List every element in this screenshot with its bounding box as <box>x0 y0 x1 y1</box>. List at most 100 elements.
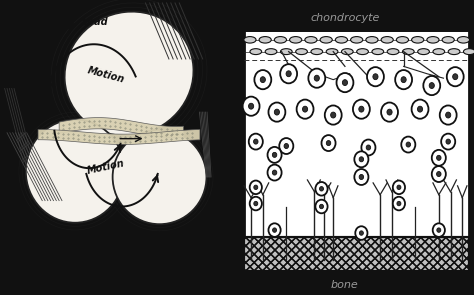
Ellipse shape <box>393 197 405 210</box>
Ellipse shape <box>320 37 332 43</box>
Ellipse shape <box>273 152 277 158</box>
Bar <box>244 237 469 271</box>
Ellipse shape <box>373 74 378 80</box>
Ellipse shape <box>243 97 260 116</box>
Ellipse shape <box>315 182 328 196</box>
Ellipse shape <box>359 175 364 179</box>
Ellipse shape <box>366 37 378 43</box>
Ellipse shape <box>381 103 398 122</box>
Ellipse shape <box>260 77 265 83</box>
Ellipse shape <box>259 37 271 43</box>
Ellipse shape <box>423 76 440 95</box>
Ellipse shape <box>331 112 336 118</box>
Ellipse shape <box>387 49 399 55</box>
Ellipse shape <box>411 100 428 119</box>
Ellipse shape <box>387 109 392 115</box>
Ellipse shape <box>446 112 451 118</box>
Text: Motion: Motion <box>86 65 125 85</box>
Ellipse shape <box>309 68 325 88</box>
Ellipse shape <box>411 37 424 43</box>
Ellipse shape <box>341 49 353 55</box>
Ellipse shape <box>250 181 262 194</box>
Ellipse shape <box>273 170 277 175</box>
Ellipse shape <box>372 49 383 55</box>
Ellipse shape <box>284 144 289 149</box>
Bar <box>244 30 469 271</box>
Ellipse shape <box>453 74 458 80</box>
Ellipse shape <box>64 12 193 136</box>
Ellipse shape <box>268 223 281 237</box>
Ellipse shape <box>406 142 410 147</box>
Ellipse shape <box>290 37 302 43</box>
Ellipse shape <box>381 37 393 43</box>
Ellipse shape <box>437 172 441 176</box>
Ellipse shape <box>326 49 338 55</box>
Ellipse shape <box>401 137 415 153</box>
Ellipse shape <box>319 204 323 209</box>
Ellipse shape <box>402 49 414 55</box>
Ellipse shape <box>418 49 429 55</box>
Ellipse shape <box>273 228 276 232</box>
Ellipse shape <box>367 67 384 86</box>
Ellipse shape <box>319 187 323 191</box>
Ellipse shape <box>337 73 354 92</box>
Ellipse shape <box>366 145 371 150</box>
Ellipse shape <box>325 105 342 125</box>
Ellipse shape <box>457 37 470 43</box>
Ellipse shape <box>393 181 405 194</box>
Ellipse shape <box>297 100 313 119</box>
Ellipse shape <box>335 37 347 43</box>
Ellipse shape <box>249 134 263 150</box>
Ellipse shape <box>113 130 207 224</box>
Ellipse shape <box>396 37 409 43</box>
Ellipse shape <box>397 185 401 190</box>
Ellipse shape <box>274 109 280 115</box>
Ellipse shape <box>250 197 262 210</box>
Text: cartilage: cartilage <box>2 249 54 259</box>
Ellipse shape <box>351 37 363 43</box>
Ellipse shape <box>267 165 282 181</box>
Ellipse shape <box>395 70 412 89</box>
Ellipse shape <box>254 185 258 190</box>
Ellipse shape <box>255 70 271 89</box>
Ellipse shape <box>305 37 317 43</box>
Ellipse shape <box>254 139 258 144</box>
Ellipse shape <box>279 138 293 154</box>
Ellipse shape <box>432 166 446 182</box>
Ellipse shape <box>446 139 450 144</box>
Ellipse shape <box>418 106 423 112</box>
Ellipse shape <box>302 106 308 112</box>
Ellipse shape <box>397 201 401 206</box>
Bar <box>244 237 469 271</box>
Ellipse shape <box>314 75 319 81</box>
Text: chondrocyte: chondrocyte <box>310 13 380 23</box>
Ellipse shape <box>361 140 375 155</box>
Ellipse shape <box>433 49 445 55</box>
Ellipse shape <box>342 80 347 86</box>
Ellipse shape <box>26 119 124 223</box>
Ellipse shape <box>357 49 368 55</box>
Ellipse shape <box>353 100 370 119</box>
Text: Load: Load <box>141 268 167 278</box>
Ellipse shape <box>296 49 308 55</box>
Ellipse shape <box>326 141 331 145</box>
Ellipse shape <box>268 103 285 122</box>
Ellipse shape <box>265 49 277 55</box>
Ellipse shape <box>311 49 323 55</box>
Ellipse shape <box>448 49 460 55</box>
Text: Motion: Motion <box>86 158 125 176</box>
Ellipse shape <box>356 226 367 240</box>
Ellipse shape <box>248 103 254 109</box>
Ellipse shape <box>359 231 364 235</box>
Ellipse shape <box>244 37 256 43</box>
Ellipse shape <box>433 223 445 237</box>
Ellipse shape <box>280 64 297 83</box>
Ellipse shape <box>359 106 364 112</box>
Ellipse shape <box>281 49 292 55</box>
Ellipse shape <box>464 49 474 55</box>
Ellipse shape <box>447 67 464 86</box>
Ellipse shape <box>315 200 328 213</box>
Ellipse shape <box>274 37 286 43</box>
Text: Load: Load <box>82 17 109 27</box>
Ellipse shape <box>437 228 441 232</box>
